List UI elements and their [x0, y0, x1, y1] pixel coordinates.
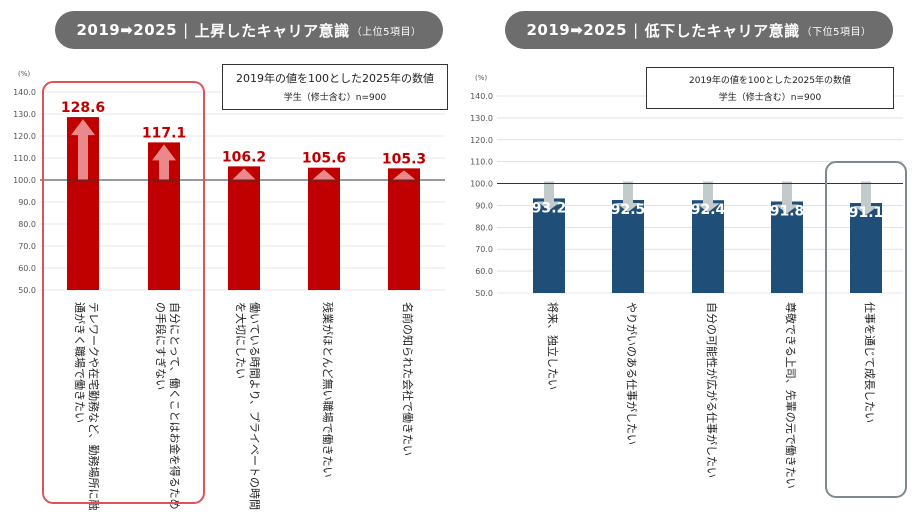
left-y-tick-label: 60.0	[18, 264, 36, 273]
right-note-box: 2019年の値を100とした2025年の数値 学生（修士含む）n=900	[646, 67, 894, 109]
left-value-label: 105.6	[302, 151, 346, 167]
left-note-line1: 2019年の値を100とした2025年の数値	[236, 72, 434, 85]
left-title-years: 2019➡2025	[76, 21, 178, 39]
right-category-label: 尊敬できる上司、先輩の元で働きたい	[784, 302, 798, 489]
right-y-tick-label: 70.0	[475, 245, 493, 254]
right-title-pill: 2019➡2025 | 低下したキャリア意識 （下位5項目）	[505, 11, 893, 49]
left-bar	[308, 167, 340, 290]
left-y-tick-label: 140.0	[13, 88, 36, 97]
right-note-line2: 学生（修士含む）n=900	[718, 93, 822, 103]
left-category-line: を大切にしたい	[234, 302, 248, 379]
left-y-tick-label: 130.0	[13, 110, 36, 119]
left-category-label: テレワークや在宅勤務など、勤務場所に融通がきく職場で働きたい	[73, 302, 101, 510]
right-value-label: 91.8	[770, 204, 805, 220]
right-y-tick-label: 50.0	[475, 289, 493, 298]
right-category-line: やりがいのある仕事がしたい	[625, 302, 639, 445]
right-value-label: 92.4	[691, 202, 726, 218]
left-y-tick-label: 90.0	[18, 198, 36, 207]
right-category-label: 将来、独立したい	[546, 302, 560, 390]
left-category-label: 残業がほとんど無い職場で働きたい	[321, 302, 335, 478]
right-down-arrow	[616, 181, 640, 212]
right-value-label: 93.2	[532, 200, 567, 216]
right-title-sub: （下位5項目）	[801, 26, 872, 38]
right-down-arrow	[775, 181, 799, 214]
left-note-box: 2019年の値を100とした2025年の数値 学生（修士含む）n=900	[222, 64, 448, 110]
right-down-arrow	[537, 181, 561, 211]
left-note-line2: 学生（修士含む）n=900	[283, 93, 387, 103]
left-y-tick-label: 120.0	[13, 132, 36, 141]
left-y-tick-label: 70.0	[18, 242, 36, 251]
right-y-tick-label: 90.0	[475, 201, 493, 210]
right-category-label: 自分の可能性が広がる仕事がしたい	[705, 302, 719, 478]
right-y-tick-label: 100.0	[470, 180, 493, 189]
left-category-line: 通がきく職場で働きたい	[73, 302, 87, 423]
right-y-tick-label: 130.0	[470, 114, 493, 123]
right-note-line1: 2019年の値を100とした2025年の数値	[689, 76, 851, 86]
left-category-line: 残業がほとんど無い職場で働きたい	[321, 302, 335, 478]
left-y-tick-label: 100.0	[13, 176, 36, 185]
left-category-line: 自分にとって、働くことはお金を得るため	[168, 302, 182, 510]
right-category-label: 仕事を通じて成長したい	[863, 302, 876, 423]
right-chart: (%) 50.0 60.0 70.0 80.0 90.0 100.0 110.0 120.0 13…	[470, 74, 907, 498]
left-up-arrow	[152, 144, 176, 180]
left-highlight-frame	[42, 81, 205, 504]
left-up-arrow	[392, 170, 416, 180]
right-category-line: 自分の可能性が広がる仕事がしたい	[705, 302, 719, 478]
right-value-label: 92.5	[611, 202, 646, 218]
right-category-line: 尊敬できる上司、先輩の元で働きたい	[784, 302, 798, 489]
left-value-label: 106.2	[222, 149, 266, 165]
left-title-sub: （上位5項目）	[351, 26, 422, 38]
right-bar	[692, 200, 724, 293]
right-bar	[850, 203, 882, 293]
left-up-arrow	[232, 168, 256, 180]
left-unit-label: (%)	[18, 70, 30, 78]
left-category-label: 働いている時間より、プライベートの時間を大切にしたい	[234, 302, 261, 510]
left-value-label: 105.3	[382, 151, 426, 167]
left-y-tick-label: 110.0	[13, 154, 36, 163]
left-category-line: テレワークや在宅勤務など、勤務場所に融	[87, 302, 101, 510]
right-bar	[612, 199, 644, 293]
right-category-line: 仕事を通じて成長したい	[863, 302, 876, 423]
left-y-tick-label: 50.0	[18, 286, 36, 295]
right-value-label: 91.1	[849, 205, 884, 221]
left-value-label: 117.1	[142, 125, 186, 141]
left-y-tick-label: 80.0	[18, 220, 36, 229]
right-category-line: 将来、独立したい	[546, 302, 560, 390]
left-category-label: 名前の知られた会社で働きたい	[401, 302, 415, 456]
right-highlight-frame	[825, 161, 907, 498]
right-y-tick-label: 80.0	[475, 223, 493, 232]
left-bar	[388, 168, 420, 290]
left-bar	[228, 166, 260, 290]
right-bar	[771, 201, 803, 293]
left-category-line: 名前の知られた会社で働きたい	[401, 302, 415, 456]
left-value-label: 128.6	[61, 100, 105, 116]
left-title-separator: |	[183, 21, 189, 39]
left-up-arrow	[71, 119, 95, 180]
left-chart: (%) 50.0 60.0 70.0 80.0 90.0 100.0 110.0 120.0 13…	[13, 70, 445, 510]
right-category-label: やりがいのある仕事がしたい	[625, 302, 639, 445]
right-down-arrow	[854, 181, 878, 216]
right-title-years: 2019➡2025	[526, 21, 628, 39]
left-title-label: 上昇したキャリア意識	[194, 21, 350, 40]
left-up-arrow	[312, 169, 336, 180]
left-category-label: 自分にとって、働くことはお金を得るための手段にすぎない	[154, 302, 182, 510]
left-category-line: 働いている時間より、プライベートの時間	[248, 302, 261, 510]
right-title-separator: |	[633, 21, 639, 39]
right-unit-label: (%)	[475, 74, 487, 82]
right-y-tick-label: 110.0	[470, 158, 493, 167]
left-category-line: の手段にすぎない	[154, 302, 168, 390]
right-title-label: 低下したキャリア意識	[644, 21, 800, 40]
right-y-tick-label: 60.0	[475, 267, 493, 276]
right-down-arrow	[696, 181, 720, 213]
right-y-tick-label: 120.0	[470, 136, 493, 145]
right-bar	[533, 198, 565, 293]
left-title-pill: 2019➡2025 | 上昇したキャリア意識 （上位5項目）	[55, 11, 443, 49]
right-y-tick-label: 140.0	[470, 92, 493, 101]
